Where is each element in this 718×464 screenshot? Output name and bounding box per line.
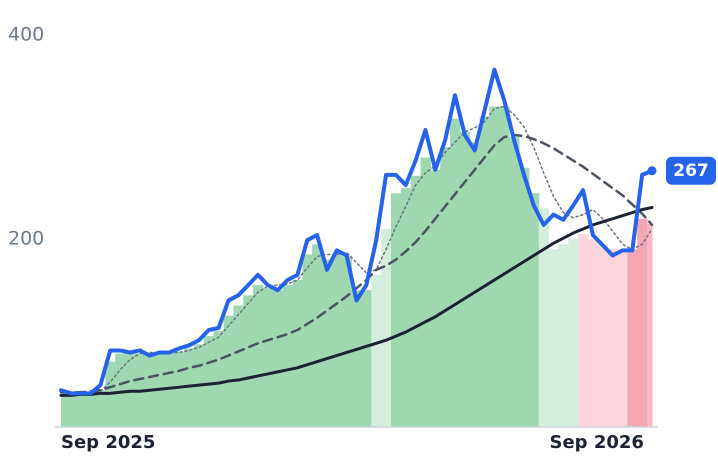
- area-bar: [519, 167, 530, 428]
- area-bar: [420, 157, 431, 427]
- area-bar: [647, 223, 653, 427]
- area-bar: [292, 280, 303, 427]
- area-bar: [322, 259, 333, 427]
- area-bar: [459, 131, 471, 427]
- area-bar: [627, 249, 638, 427]
- area-bar: [361, 290, 372, 427]
- y-tick-label: 400: [8, 24, 44, 46]
- area-bar: [440, 147, 451, 427]
- area-bar: [253, 285, 264, 427]
- area-bar: [95, 390, 106, 427]
- area-bar: [351, 290, 362, 427]
- area-bar: [381, 228, 392, 427]
- area-bar: [341, 256, 353, 427]
- area-bar: [607, 249, 619, 427]
- area-bar: [371, 274, 382, 427]
- area-bar: [115, 353, 126, 427]
- area-bar: [203, 336, 215, 427]
- area-bar: [282, 285, 293, 427]
- area-bar: [184, 348, 195, 427]
- area-bar: [400, 188, 412, 427]
- area-bar: [85, 393, 96, 427]
- area-bar: [243, 295, 254, 427]
- area-bar: [568, 239, 579, 427]
- area-bar: [528, 193, 540, 427]
- y-tick-label: 200: [8, 228, 44, 250]
- price-line: [59, 67, 654, 396]
- area-bar: [430, 169, 441, 427]
- area-bar: [578, 234, 589, 427]
- x-tick-label: Sep 2025: [61, 432, 155, 453]
- area-bar: [272, 290, 284, 427]
- area-bar: [410, 175, 422, 427]
- area-bar: [302, 254, 313, 427]
- area-bar: [469, 142, 481, 427]
- area-bar: [587, 239, 599, 427]
- area-bar: [499, 106, 510, 427]
- area-bar: [509, 137, 520, 428]
- last-point: [647, 166, 657, 176]
- x-tick-label: Sep 2026: [550, 432, 644, 453]
- area-bar: [312, 244, 323, 427]
- area-bar: [61, 390, 67, 427]
- area-bar: [558, 244, 569, 427]
- area-bar: [489, 106, 500, 427]
- price-line: [59, 133, 654, 394]
- area-bar: [75, 393, 87, 427]
- price-line: [59, 206, 654, 397]
- area-bar: [479, 116, 490, 428]
- area-bar: [174, 351, 185, 427]
- area-bar: [548, 249, 559, 427]
- area-bar: [233, 305, 244, 427]
- area-bar: [223, 315, 234, 427]
- area-bar: [617, 251, 628, 427]
- area-bar: [331, 254, 343, 427]
- area-bar: [164, 353, 175, 427]
- area-bar: [450, 118, 461, 427]
- area-bar: [538, 208, 550, 427]
- area-bar: [637, 218, 648, 427]
- last-value-label: 267: [673, 161, 709, 181]
- area-bar: [213, 331, 225, 427]
- area-bar: [65, 393, 77, 427]
- area-bar: [390, 193, 402, 427]
- area-bar: [262, 288, 274, 427]
- area-bar: [597, 244, 609, 427]
- last-value-badge: [666, 156, 716, 185]
